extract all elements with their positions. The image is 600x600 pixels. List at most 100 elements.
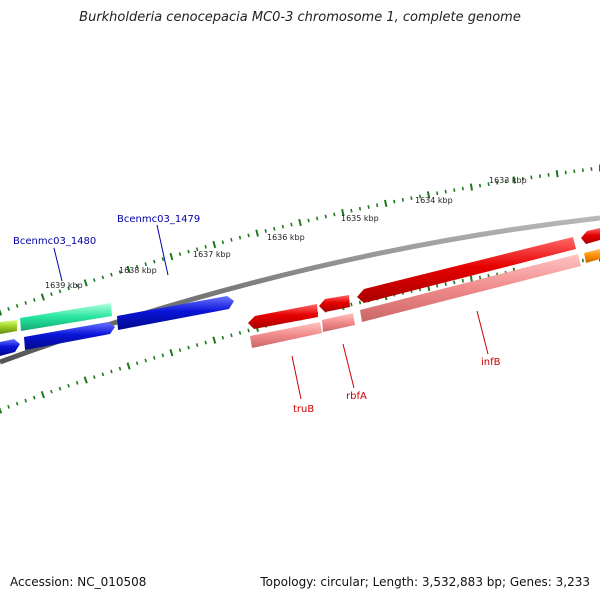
gene-infb-light[interactable] (360, 254, 581, 322)
outer-ring-minor-tick (110, 272, 113, 277)
outer-ring-minor-tick (67, 286, 70, 291)
inner-ring-minor-tick (195, 343, 199, 347)
outer-ring-minor-tick (521, 176, 524, 181)
outer-ring-major-tick (40, 293, 45, 301)
outer-ring-minor-tick (7, 307, 10, 311)
outer-ring-major-tick (212, 240, 217, 249)
gene-label-infb[interactable]: infB (481, 357, 501, 368)
leader-rbfa (342, 343, 355, 389)
gene-labels: Bcenmc03_1480 Bcenmc03_1479 truB rbfA in… (13, 214, 501, 415)
inner-ring-minor-tick (118, 366, 122, 371)
inner-ring-major-tick (212, 336, 217, 344)
outer-ring-minor-tick (92, 278, 96, 283)
label-leaders (53, 224, 489, 400)
outer-ring-major-tick (126, 265, 131, 273)
outer-ring-minor-tick (350, 208, 353, 213)
outer-ring-minor-tick (376, 203, 379, 208)
outer-ring-minor-tick (204, 244, 207, 249)
tick-label-1639: 1639 kbp (45, 281, 83, 290)
outer-ring-major-tick (255, 229, 259, 237)
inner-ring-minor-tick (144, 358, 147, 363)
inner-ring-minor-tick (350, 302, 353, 307)
gene-label-bcenmc03-1480[interactable]: Bcenmc03_1480 (13, 236, 96, 247)
outer-ring-minor-tick (478, 183, 482, 188)
outer-ring-major-tick (426, 191, 431, 199)
inner-ring-major-tick (40, 390, 45, 399)
outer-ring-minor-tick (393, 199, 396, 204)
outer-ring-major-tick (169, 252, 174, 261)
inner-ring-major-tick (83, 376, 88, 384)
inner-ring-minor-tick (58, 386, 62, 391)
gene-blue-left[interactable] (0, 339, 20, 356)
outer-ring-minor-tick (538, 174, 542, 178)
gene-trub-light[interactable] (250, 322, 322, 348)
inner-ring-minor-tick (461, 278, 464, 283)
outer-ring-minor-tick (195, 247, 199, 252)
outer-ring-minor-tick (50, 292, 53, 297)
outer-ring-minor-tick (504, 179, 507, 184)
inner-ring-minor-tick (230, 333, 233, 338)
tick-label-1634: 1634 kbp (415, 196, 453, 205)
outer-ring-minor-tick (453, 188, 456, 192)
inner-ring-minor-tick (444, 282, 447, 286)
outer-ring-major-tick (384, 199, 388, 207)
outer-ring-minor-tick (487, 182, 490, 187)
outer-ring-minor-tick (187, 249, 190, 254)
inner-ring-minor-tick (178, 348, 182, 353)
inner-ring-minor-tick (7, 404, 10, 409)
tick-label-1638: 1638 kbp (119, 266, 157, 275)
leader-infb (476, 310, 489, 355)
outer-ring-minor-tick (144, 262, 147, 267)
inner-ring-minor-tick (101, 372, 105, 377)
gene-blue-second[interactable] (24, 322, 115, 350)
outer-ring-minor-tick (444, 189, 447, 194)
gene-label-rbfa[interactable]: rbfA (346, 391, 367, 402)
outer-ring-minor-tick (290, 222, 293, 227)
outer-ring-minor-tick (101, 275, 105, 280)
gene-label-bcenmc03-1479[interactable]: Bcenmc03_1479 (117, 214, 200, 225)
gene-bcenmc03-1480[interactable] (20, 303, 112, 331)
inner-ring-minor-tick (358, 300, 362, 305)
outer-ring-minor-tick (315, 216, 319, 221)
outer-ring-minor-tick (221, 240, 225, 245)
gene-infb-reverse[interactable] (357, 237, 576, 303)
inner-ring-minor-tick (50, 389, 53, 394)
inner-ring-major-tick (0, 407, 3, 414)
outer-ring-minor-tick (153, 259, 156, 264)
outer-ring-minor-tick (401, 197, 404, 202)
inner-ring-minor-tick (581, 258, 584, 263)
outer-ring-minor-tick (238, 235, 242, 240)
inner-ring-minor-tick (161, 353, 165, 358)
inner-ring-minor-tick (204, 340, 207, 345)
outer-ring-minor-tick (264, 229, 267, 233)
outer-ring-minor-tick (461, 186, 464, 191)
inner-ring-minor-tick (15, 401, 19, 406)
outer-ring-minor-tick (135, 264, 139, 269)
outer-ring-minor-tick (32, 298, 36, 302)
inner-ring-minor-tick (247, 328, 250, 333)
gene-rbfa-reverse[interactable] (319, 295, 350, 312)
topology-text: Topology: circular; Length: 3,532,883 bp… (260, 575, 590, 589)
gene-bcenmc03-1479[interactable] (117, 296, 234, 330)
outer-ring-minor-tick (410, 196, 413, 201)
inner-ring-minor-tick (187, 345, 190, 350)
outer-ring-major-tick (555, 170, 559, 178)
outer-ring-minor-tick (178, 252, 182, 257)
map-title: Burkholderia cenocepacia MC0-3 chromosom… (79, 10, 521, 25)
outer-ring-major-tick (0, 309, 3, 316)
inner-ring-minor-tick (153, 356, 156, 360)
inner-ring-minor-tick (453, 280, 456, 285)
outer-ring-major-tick (469, 183, 474, 191)
gene-yellowgreen[interactable] (0, 320, 17, 334)
gene-label-trub[interactable]: truB (293, 404, 314, 415)
outer-ring-minor-tick (367, 205, 370, 209)
inner-ring-minor-tick (221, 335, 225, 340)
gene-trub-reverse[interactable] (248, 304, 318, 329)
inner-ring-minor-tick (75, 380, 79, 385)
gene-rbfa-light[interactable] (322, 313, 355, 332)
gene-orange[interactable] (584, 249, 600, 263)
outer-ring-major-tick (512, 176, 516, 184)
gene-red-right[interactable] (581, 228, 600, 244)
outer-ring-major-tick (83, 279, 88, 287)
outer-ring-minor-tick (333, 212, 336, 217)
